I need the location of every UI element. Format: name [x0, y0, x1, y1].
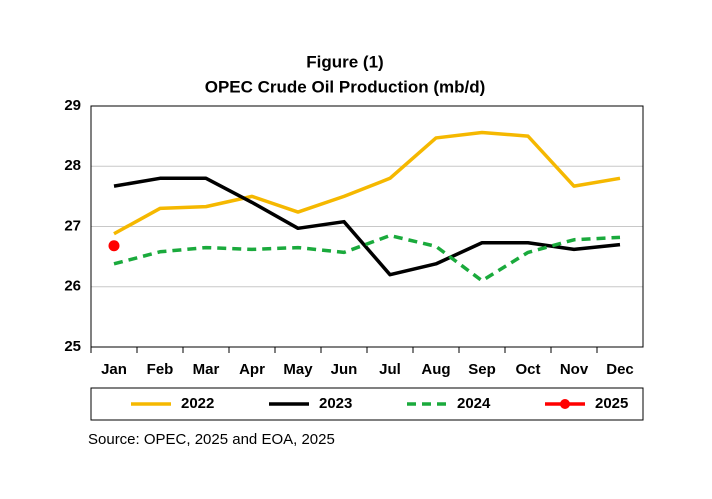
legend-label: 2023 — [319, 395, 352, 412]
x-tick-label: Apr — [239, 361, 265, 378]
source-note: Source: OPEC, 2025 and EOA, 2025 — [88, 431, 335, 448]
x-tick-label: Mar — [193, 361, 220, 378]
x-tick-label: Nov — [560, 361, 589, 378]
x-tick-label: Sep — [468, 361, 496, 378]
legend-marker — [560, 399, 570, 409]
x-tick-label: Jun — [331, 361, 358, 378]
legend-label: 2024 — [457, 395, 491, 412]
series-marker — [108, 240, 120, 252]
x-tick-label: Jul — [379, 361, 401, 378]
chart-subtitle: OPEC Crude Oil Production (mb/d) — [205, 77, 486, 96]
x-tick-label: Jan — [101, 361, 127, 378]
series-line — [113, 130, 621, 236]
series-line — [113, 176, 621, 277]
x-tick-label: May — [283, 361, 313, 378]
y-tick-label: 27 — [64, 217, 81, 234]
y-tick-label: 28 — [64, 157, 81, 174]
y-tick-label: 29 — [64, 97, 81, 114]
chart-title: Figure (1) — [306, 52, 383, 71]
legend-label: 2025 — [595, 395, 628, 412]
y-tick-label: 25 — [64, 338, 81, 355]
x-tick-label: Feb — [147, 361, 174, 378]
x-tick-label: Dec — [606, 361, 634, 378]
legend-label: 2022 — [181, 395, 214, 412]
y-tick-label: 26 — [64, 278, 81, 295]
x-tick-label: Aug — [421, 361, 450, 378]
series-line — [113, 233, 621, 283]
x-tick-label: Oct — [515, 361, 540, 378]
